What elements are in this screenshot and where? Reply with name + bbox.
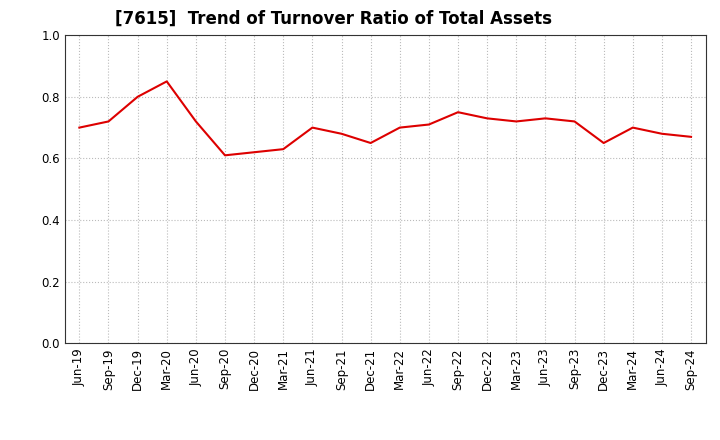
Title: [7615]  Trend of Turnover Ratio of Total Assets: [7615] Trend of Turnover Ratio of Total … xyxy=(115,10,552,28)
